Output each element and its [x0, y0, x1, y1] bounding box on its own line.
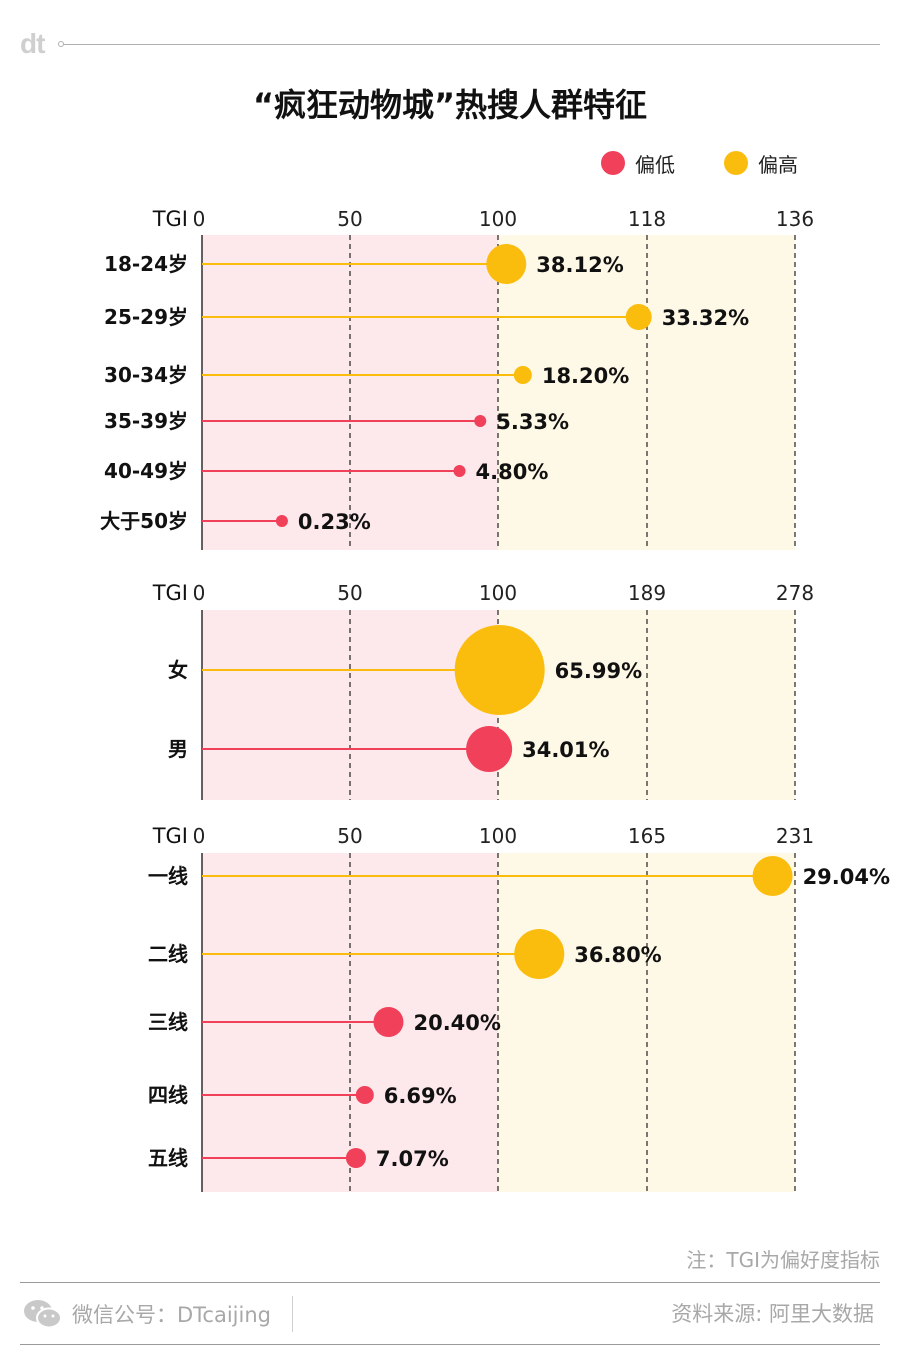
city-tier-data-label: 29.04%: [803, 865, 890, 889]
city-tier-data-label: 7.07%: [376, 1147, 449, 1171]
city-tier-row-label: 四线: [148, 1083, 188, 1107]
age-row-label: 大于50岁: [100, 509, 188, 533]
age-point: [513, 366, 532, 384]
legend-low-swatch: [601, 151, 625, 175]
age-data-label: 5.33%: [496, 410, 569, 434]
chart-title: “疯狂动物城”热搜人群特征: [252, 86, 648, 124]
gender-tick-label: 100: [479, 581, 517, 605]
age-row-label: 35-39岁: [104, 409, 188, 433]
gender-tick-label: 0: [193, 581, 206, 605]
age-tick-label: 0: [193, 207, 206, 231]
city-tier-row-label: 一线: [148, 864, 188, 888]
data-source: 资料来源: 阿里大数据: [671, 1302, 874, 1326]
city-tier-row-label: 三线: [148, 1010, 188, 1034]
city-tier-data-label: 20.40%: [413, 1011, 500, 1035]
city-tier-tick-label: 165: [628, 824, 666, 848]
gender-data-label: 34.01%: [522, 738, 609, 762]
age-axis-label: TGI: [152, 207, 188, 231]
age-tick-label: 118: [628, 207, 666, 231]
age-point: [275, 515, 288, 527]
age-row-label: 18-24岁: [104, 252, 188, 276]
gender-tick-label: 189: [628, 581, 666, 605]
wechat-account: 微信公号：DTcaijing: [72, 1303, 271, 1327]
age-row-label: 40-49岁: [104, 459, 188, 483]
gender-axis-label: TGI: [152, 581, 188, 605]
city-tier-tick-label: 100: [479, 824, 517, 848]
city-tier-data-label: 36.80%: [574, 943, 661, 967]
city-tier-data-label: 6.69%: [384, 1084, 457, 1108]
legend-low-label: 偏低: [635, 152, 675, 177]
footer-divider: [292, 1296, 293, 1332]
gender-tick-label: 278: [776, 581, 814, 605]
age-row-label: 30-34岁: [104, 363, 188, 387]
wechat-icon: [24, 1300, 62, 1329]
age-data-label: 33.32%: [662, 306, 749, 330]
age-data-label: 0.23%: [298, 510, 371, 534]
city-tier-axis-label: TGI: [152, 824, 188, 848]
age-point: [486, 244, 527, 284]
age-point: [453, 465, 466, 477]
age-data-label: 18.20%: [542, 364, 629, 388]
footer-rule-bottom: [20, 1344, 880, 1345]
footer-wechat: 微信公号：DTcaijing: [22, 1292, 271, 1336]
tgi-note: 注：TGI为偏好度指标: [686, 1248, 880, 1272]
legend-item-low: 偏低: [601, 148, 675, 178]
city-tier-point: [345, 1148, 366, 1168]
gender-row-label: 男: [168, 737, 188, 761]
age-tick-label: 136: [776, 207, 814, 231]
legend-high-label: 偏高: [758, 152, 798, 177]
gender-point: [454, 625, 545, 715]
legend-item-high: 偏高: [724, 148, 798, 178]
age-point: [625, 304, 652, 330]
legend-high-swatch: [724, 151, 748, 175]
city-tier-point: [355, 1086, 374, 1104]
city-tier-point: [373, 1007, 404, 1037]
gender-tick-label: 50: [337, 581, 362, 605]
gender-point: [466, 726, 513, 772]
header-rule-dot: [58, 41, 64, 47]
age-point: [474, 415, 487, 427]
header-rule: [62, 44, 880, 45]
gender-row-label: 女: [168, 658, 188, 682]
age-tick-label: 50: [337, 207, 362, 231]
age-tick-label: 100: [479, 207, 517, 231]
footer-rule-top: [20, 1282, 880, 1283]
city-tier-point: [752, 856, 793, 896]
city-tier-row-label: 五线: [148, 1146, 188, 1170]
brand-logo: dt: [20, 28, 45, 59]
gender-data-label: 65.99%: [555, 659, 642, 683]
city-tier-tick-label: 231: [776, 824, 814, 848]
age-row-label: 25-29岁: [104, 305, 188, 329]
age-data-label: 38.12%: [536, 253, 623, 277]
city-tier-tick-label: 0: [193, 824, 206, 848]
city-tier-row-label: 二线: [148, 942, 188, 966]
city-tier-tick-label: 50: [337, 824, 362, 848]
city-tier-point: [514, 929, 565, 979]
age-data-label: 4.80%: [476, 460, 549, 484]
